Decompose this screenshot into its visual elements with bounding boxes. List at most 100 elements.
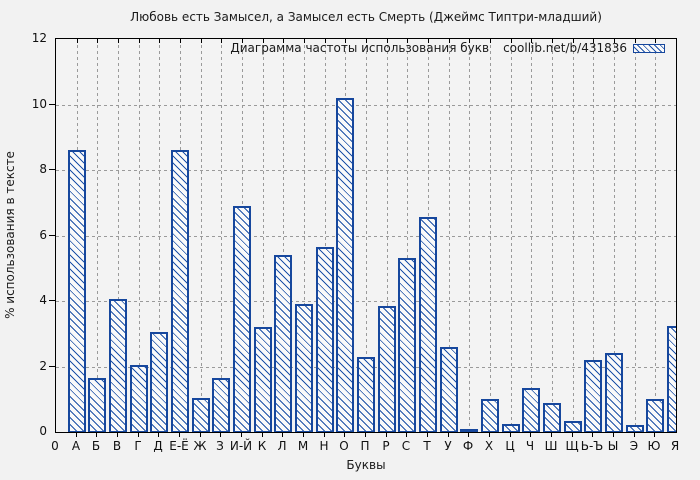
y-tick (49, 300, 55, 301)
top-tick (490, 39, 491, 43)
bar-Г (130, 365, 148, 432)
v-gridline (511, 39, 512, 432)
x-tick (96, 433, 97, 437)
top-tick (159, 39, 160, 43)
v-gridline (490, 39, 491, 432)
x-tick-label: Ш (544, 439, 558, 453)
y-tick-label: 10 (31, 97, 47, 111)
top-tick (552, 39, 553, 43)
top-tick (345, 39, 346, 43)
x-tick (179, 433, 180, 437)
x-tick (303, 433, 304, 437)
x-tick (386, 433, 387, 437)
v-gridline (139, 39, 140, 432)
top-tick (77, 39, 78, 43)
top-tick (304, 39, 305, 43)
x-tick-label: М (297, 439, 309, 453)
v-gridline (469, 39, 470, 432)
x-tick-label: Н (319, 439, 329, 453)
bar-Ш (543, 403, 561, 432)
x-tick-label: Ы (607, 439, 619, 453)
x-tick (427, 433, 428, 437)
top-tick (593, 39, 594, 43)
bar-Я (667, 326, 676, 432)
bar-М (295, 304, 313, 432)
top-tick (614, 39, 615, 43)
x-tick-label: Ч (525, 439, 535, 453)
top-tick (407, 39, 408, 43)
bar-Щ (564, 421, 582, 432)
v-gridline (635, 39, 636, 432)
v-gridline (366, 39, 367, 432)
x-tick (262, 433, 263, 437)
bar-У (440, 347, 458, 432)
v-gridline (655, 39, 656, 432)
bar-Ц (502, 424, 520, 432)
legend: Диаграмма частоты использования букв cool… (60, 41, 627, 55)
bar-Х (481, 399, 499, 432)
bar-Т (419, 217, 437, 432)
v-gridline (283, 39, 284, 432)
v-gridline (325, 39, 326, 432)
x-tick-label: У (444, 439, 452, 453)
x-tick (220, 433, 221, 437)
x-tick-label: Р (382, 439, 390, 453)
x-tick-label: Л (277, 439, 287, 453)
bar-Н (316, 247, 334, 432)
bar-Ы (605, 353, 623, 432)
top-tick (283, 39, 284, 43)
v-gridline (97, 39, 98, 432)
chart-title: Любовь есть Замысел, а Замысел есть Смер… (130, 10, 602, 24)
x-tick-label: Е-Ё (169, 439, 189, 453)
v-gridline (263, 39, 264, 432)
y-tick (49, 366, 55, 367)
bar-И-Й (233, 206, 251, 432)
x-tick-label: 0 (51, 439, 59, 453)
x-tick (551, 433, 552, 437)
x-tick-label: К (257, 439, 267, 453)
v-gridline (593, 39, 594, 432)
top-tick (573, 39, 574, 43)
top-tick (263, 39, 264, 43)
x-tick-label: Г (134, 439, 142, 453)
top-tick (180, 39, 181, 43)
bar-Ч (522, 388, 540, 432)
x-tick (634, 433, 635, 437)
x-tick (76, 433, 77, 437)
x-tick-label: Щ (565, 439, 579, 453)
y-tick-label: 4 (39, 293, 47, 307)
y-tick-label: 8 (39, 162, 47, 176)
x-tick-label: С (401, 439, 411, 453)
x-tick-label: Д (153, 439, 163, 453)
top-tick (428, 39, 429, 43)
top-tick (449, 39, 450, 43)
top-tick (242, 39, 243, 43)
v-gridline (407, 39, 408, 432)
x-tick-label: Б (91, 439, 101, 453)
bar-Д (150, 332, 168, 432)
x-tick (344, 433, 345, 437)
x-tick (510, 433, 511, 437)
x-tick-label: Ю (647, 439, 661, 453)
x-tick-label: Я (670, 439, 680, 453)
v-gridline (304, 39, 305, 432)
x-tick-label: О (339, 439, 349, 453)
x-tick (572, 433, 573, 437)
top-tick (469, 39, 470, 43)
top-tick (221, 39, 222, 43)
x-tick-label: П (360, 439, 370, 453)
x-tick (138, 433, 139, 437)
bar-В (109, 299, 127, 432)
bar-О (336, 98, 354, 432)
x-tick-label: Ж (193, 439, 207, 453)
x-tick-label: Э (629, 439, 639, 453)
x-tick-label: Т (423, 439, 431, 453)
v-gridline (573, 39, 574, 432)
bar-Л (274, 255, 292, 432)
plot-area (55, 38, 677, 433)
bar-Э (626, 425, 644, 432)
bar-П (357, 357, 375, 432)
legend-source: coollib.net/b/431836 (503, 41, 627, 55)
bar-Е-Ё (171, 150, 189, 432)
